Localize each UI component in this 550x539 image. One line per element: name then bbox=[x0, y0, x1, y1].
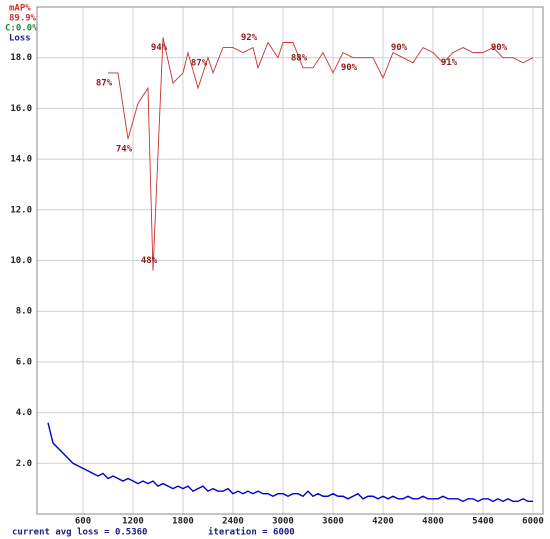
y-tick-label: 6.0 bbox=[16, 357, 32, 367]
x-tick-label: 1200 bbox=[122, 517, 144, 527]
y-tick-label: 14.0 bbox=[10, 155, 32, 165]
y-tick-label: 12.0 bbox=[10, 205, 32, 215]
value-label: 92% bbox=[241, 33, 258, 43]
status-iteration: iteration = 6000 bbox=[208, 527, 295, 538]
value-label: 90% bbox=[391, 43, 408, 53]
x-tick-label: 2400 bbox=[222, 517, 244, 527]
x-tick-label: 3600 bbox=[322, 517, 344, 527]
best-map: 89.9% bbox=[9, 14, 37, 24]
value-label: 90% bbox=[491, 43, 508, 53]
y-tick-label: 2.0 bbox=[16, 459, 32, 469]
plot-border bbox=[36, 6, 544, 515]
value-label: 87% bbox=[96, 78, 113, 88]
series-line bbox=[108, 37, 534, 271]
value-label: 88% bbox=[291, 53, 308, 63]
x-tick-label: 600 bbox=[75, 517, 91, 527]
value-label: 90% bbox=[341, 63, 358, 73]
y-tick-label: 18.0 bbox=[10, 53, 32, 63]
value-label: 48% bbox=[141, 256, 158, 266]
status-loss: current avg loss = 0.5360 bbox=[12, 528, 147, 538]
legend-map: mAP% bbox=[9, 4, 31, 14]
y-tick-label: 4.0 bbox=[16, 408, 32, 418]
x-tick-label: 3000 bbox=[272, 517, 294, 527]
x-tick-label: 5400 bbox=[472, 517, 494, 527]
y-tick-label: 16.0 bbox=[10, 104, 32, 114]
y-tick-label: 8.0 bbox=[16, 307, 32, 317]
value-label: 91% bbox=[441, 58, 458, 68]
x-tick-label: 4800 bbox=[422, 517, 444, 527]
y-tick-label: 10.0 bbox=[10, 256, 32, 266]
series-line bbox=[47, 422, 533, 503]
class-label: C:0.0% bbox=[5, 24, 38, 34]
value-label: 87% bbox=[191, 58, 208, 68]
value-label: 94% bbox=[151, 43, 168, 53]
x-tick-label: 4200 bbox=[372, 517, 394, 527]
x-tick-label: 6000 bbox=[522, 517, 544, 527]
x-tick-label: 1800 bbox=[172, 517, 194, 527]
legend-loss: Loss bbox=[9, 34, 31, 44]
value-label: 74% bbox=[116, 144, 133, 154]
